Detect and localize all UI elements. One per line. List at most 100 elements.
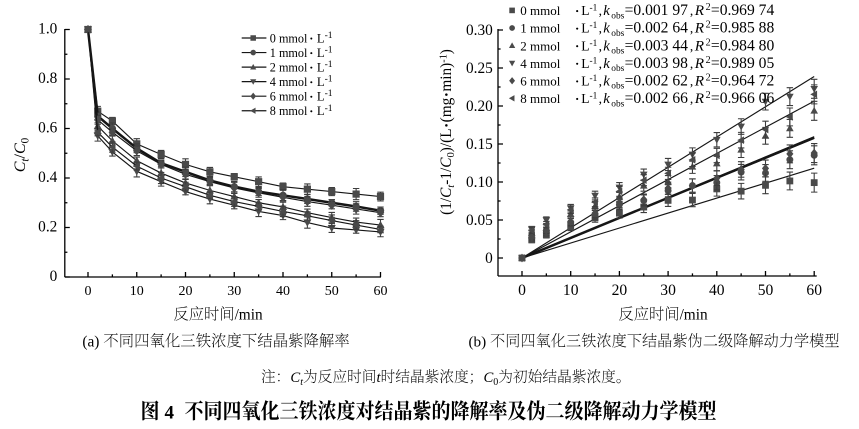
svg-text:=: = [711,2,720,19]
svg-text:obs: obs [611,99,624,109]
svg-text:t: t [19,158,31,162]
svg-text:obs: obs [611,29,624,39]
svg-text:10: 10 [130,284,144,299]
svg-text:=: = [711,20,720,37]
svg-text:0.966 06: 0.966 06 [720,90,775,107]
svg-text:0.4: 0.4 [38,169,57,186]
svg-text:-1: -1 [325,59,333,70]
svg-text:C: C [438,187,455,198]
svg-text:t: t [300,377,303,388]
svg-text:2: 2 [706,2,711,13]
svg-text:8 mmol: 8 mmol [270,104,308,118]
svg-text:k: k [603,21,610,37]
svg-text:-1: -1 [325,74,333,85]
svg-text:=: = [625,20,634,37]
svg-text:L: L [581,21,589,36]
svg-text:=: = [711,55,720,72]
svg-text:0.2: 0.2 [38,219,57,236]
svg-text:k: k [603,91,610,107]
svg-text:1 mmol: 1 mmol [270,46,308,60]
svg-text:L: L [581,38,589,53]
svg-text:=: = [711,90,720,107]
svg-text:0.10: 0.10 [466,174,493,191]
svg-text:0.964 72: 0.964 72 [720,72,775,89]
svg-text:0.985 88: 0.985 88 [720,20,775,37]
svg-text:t: t [376,370,381,386]
svg-text:): ) [438,49,455,54]
svg-text:0: 0 [493,377,498,388]
svg-text:R: R [694,55,705,72]
svg-text:-1: -1 [325,45,333,56]
svg-text:0: 0 [485,250,493,267]
svg-text:k: k [603,38,610,54]
svg-text:/min: /min [680,307,708,324]
svg-text:1.0: 1.0 [38,21,57,38]
svg-text:=: = [711,37,720,54]
svg-text:min): min) [438,63,455,92]
svg-text:0.002 66: 0.002 66 [633,90,688,107]
svg-text:C: C [12,143,29,154]
svg-text:-1: -1 [590,4,598,14]
svg-text:40: 40 [709,282,725,299]
svg-text:0.002 62: 0.002 62 [633,72,688,89]
svg-text:=: = [711,72,720,89]
svg-text:20: 20 [612,282,628,299]
svg-text:-1: -1 [439,54,450,63]
svg-text:t: t [446,184,457,188]
svg-text:0.001 97: 0.001 97 [633,2,688,19]
svg-text:/: / [12,153,29,158]
svg-text:=: = [625,72,634,89]
svg-text:0.25: 0.25 [466,60,493,77]
svg-text:-1/: -1/ [438,167,455,185]
svg-text:6 mmol: 6 mmol [270,90,308,104]
svg-text:30: 30 [227,284,241,299]
svg-text:20: 20 [179,284,193,299]
svg-text:-1: -1 [590,92,598,102]
svg-text:R: R [694,37,705,54]
svg-text:L: L [581,73,589,88]
svg-text:k: k [603,56,610,72]
svg-text:50: 50 [325,284,339,299]
svg-text:obs: obs [611,11,624,21]
svg-text:R: R [694,2,705,19]
svg-text:0.003 98: 0.003 98 [633,55,688,72]
svg-text:30: 30 [660,282,676,299]
svg-text:2: 2 [706,55,711,66]
svg-text:6 mmol: 6 mmol [520,73,560,88]
svg-text:-1: -1 [590,56,598,66]
svg-text:4: 4 [165,403,175,424]
svg-text:L: L [581,3,589,18]
svg-text:(a): (a) [82,333,99,350]
svg-text:R: R [694,20,705,37]
svg-text:L: L [317,90,325,104]
svg-text:L: L [581,91,589,106]
svg-text:L: L [317,61,325,75]
svg-text:0.15: 0.15 [466,136,493,153]
svg-text:)/(L: )/(L [438,128,455,152]
svg-text:-1: -1 [590,39,598,49]
svg-text:0: 0 [85,284,92,299]
svg-text:C: C [438,157,455,168]
svg-text:-1: -1 [590,74,598,84]
svg-text:,: , [690,38,693,53]
svg-text:,: , [690,91,693,106]
svg-text:k: k [603,73,610,89]
svg-text:,: , [690,21,693,36]
svg-text:0.8: 0.8 [38,70,57,87]
svg-text:-1: -1 [590,21,598,31]
svg-text:-1: -1 [325,88,333,99]
svg-text:2: 2 [706,90,711,101]
svg-text:(1/: (1/ [438,197,455,215]
svg-text:/min: /min [235,307,263,324]
svg-text:-1: -1 [325,103,333,114]
svg-text:=: = [625,2,634,19]
svg-text:0.969 74: 0.969 74 [720,2,775,19]
svg-text:C: C [12,161,29,172]
svg-text:10: 10 [563,282,579,299]
svg-text:,: , [599,56,602,71]
svg-text:0.002 64: 0.002 64 [633,20,688,37]
svg-text:L: L [317,31,325,45]
svg-text:0: 0 [446,152,457,157]
svg-text:=: = [625,90,634,107]
svg-text:L: L [317,75,325,89]
